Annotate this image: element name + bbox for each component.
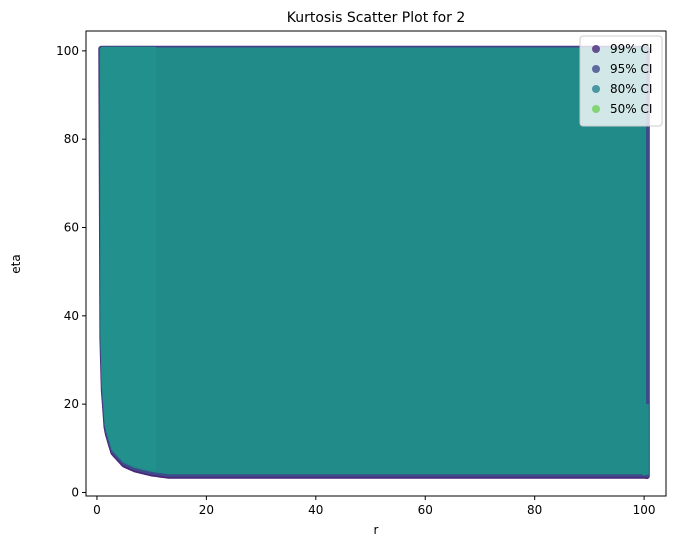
y-tick-label: 80 xyxy=(64,132,79,146)
axes-frame xyxy=(85,30,667,497)
x-axis: 0 20 40 60 80 100 xyxy=(93,496,656,517)
x-tick-label: 100 xyxy=(633,503,656,517)
legend: 99% CI 95% CI 80% CI 50% CI xyxy=(579,35,663,127)
legend-box xyxy=(579,35,663,127)
x-axis-label: r xyxy=(374,523,379,537)
legend-label: 95% CI xyxy=(610,62,652,76)
series-50-ci xyxy=(100,46,157,472)
legend-label: 50% CI xyxy=(610,102,652,116)
chart-title: Kurtosis Scatter Plot for 2 xyxy=(287,10,466,26)
y-tick-label: 40 xyxy=(64,309,79,323)
y-tick-label: 0 xyxy=(71,485,79,499)
plot-area xyxy=(98,45,650,480)
legend-label: 99% CI xyxy=(610,42,652,56)
y-axis-label: eta xyxy=(9,254,23,273)
right-edge-strip xyxy=(642,404,649,475)
legend-marker xyxy=(592,65,600,73)
legend-marker xyxy=(592,45,600,53)
x-tick-label: 80 xyxy=(527,503,542,517)
x-tick-label: 0 xyxy=(93,503,101,517)
series-80-ci xyxy=(99,47,647,476)
y-tick-label: 100 xyxy=(56,44,79,58)
y-tick-label: 60 xyxy=(64,221,79,235)
legend-marker xyxy=(592,105,600,113)
x-tick-label: 60 xyxy=(418,503,433,517)
legend-label: 80% CI xyxy=(610,82,652,96)
x-tick-label: 40 xyxy=(308,503,323,517)
legend-marker xyxy=(592,85,600,93)
x-tick-label: 20 xyxy=(199,503,214,517)
y-axis: 0 20 40 60 80 100 xyxy=(56,44,86,499)
y-tick-label: 20 xyxy=(64,397,79,411)
